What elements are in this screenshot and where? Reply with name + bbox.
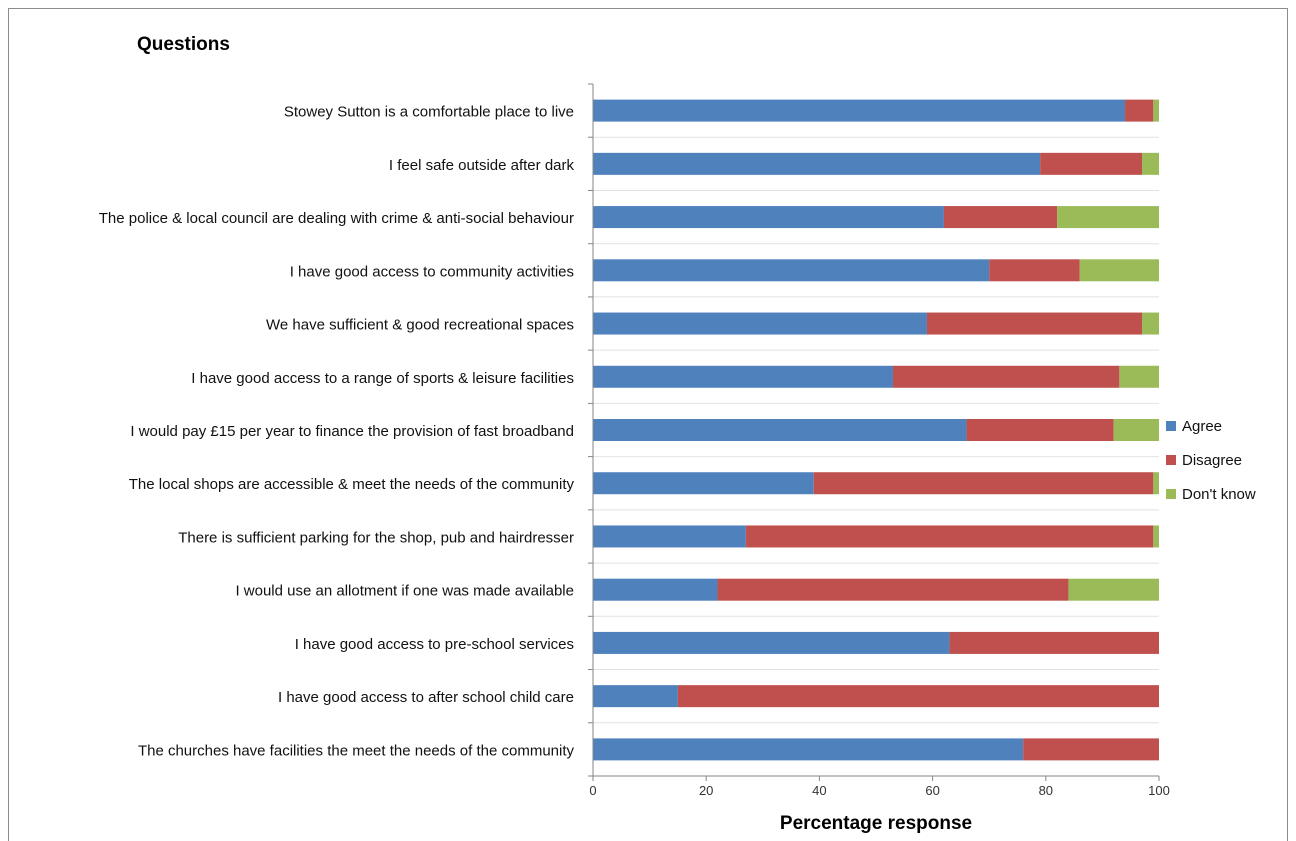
- bar-agree: [593, 631, 950, 654]
- x-tick-label: 60: [925, 783, 939, 798]
- bar-agree: [593, 419, 967, 441]
- x-tick-label: 40: [812, 783, 826, 798]
- legend-label: Disagree: [1182, 451, 1243, 469]
- legend-label: Don't know: [1182, 485, 1256, 503]
- bar-agree: [593, 472, 814, 495]
- bar-don-t-know: [1153, 472, 1159, 495]
- category-label: The churches have facilities the meet th…: [138, 742, 575, 759]
- bar-agree: [593, 365, 893, 388]
- bar-don-t-know: [1153, 525, 1159, 548]
- bar-disagree: [1040, 152, 1143, 175]
- category-label: I feel safe outside after dark: [389, 157, 575, 174]
- bar-don-t-know: [1079, 259, 1159, 282]
- legend-item: Agree: [1166, 409, 1256, 443]
- bar-disagree: [989, 259, 1080, 282]
- bar-agree: [593, 685, 678, 708]
- bar-don-t-know: [1142, 312, 1159, 335]
- bar-disagree: [1023, 738, 1159, 761]
- category-label: I would pay £15 per year to finance the …: [130, 423, 574, 440]
- bar-disagree: [745, 525, 1154, 548]
- legend-item: Don't know: [1166, 477, 1256, 511]
- bar-disagree: [1125, 99, 1154, 122]
- category-label: I would use an allotment if one was made…: [235, 583, 574, 600]
- bar-agree: [593, 99, 1126, 122]
- x-axis-title: Percentage response: [780, 813, 972, 834]
- category-label: I have good access to pre-school service…: [295, 636, 574, 653]
- bar-agree: [593, 738, 1024, 761]
- category-label: We have sufficient & good recreational s…: [266, 317, 574, 334]
- bar-disagree: [949, 631, 1159, 654]
- category-label: There is sufficient parking for the shop…: [178, 529, 574, 546]
- bar-don-t-know: [1113, 419, 1159, 441]
- chart-title: Questions: [137, 34, 230, 55]
- bar-disagree: [926, 312, 1143, 335]
- bar-agree: [593, 206, 944, 229]
- category-label: The local shops are accessible & meet th…: [129, 476, 575, 493]
- legend-label: Agree: [1182, 417, 1223, 435]
- bar-disagree: [813, 472, 1154, 495]
- bar-agree: [593, 259, 990, 282]
- bar-disagree: [943, 206, 1058, 229]
- category-label: I have good access to community activiti…: [290, 263, 574, 280]
- bar-agree: [593, 152, 1041, 175]
- x-tick-label: 20: [699, 783, 713, 798]
- bar-disagree: [717, 578, 1069, 601]
- bar-agree: [593, 578, 718, 601]
- x-tick-label: 80: [1039, 783, 1053, 798]
- x-tick-label: 100: [1148, 783, 1170, 798]
- bar-disagree: [892, 365, 1120, 388]
- x-tick-label: 0: [589, 783, 596, 798]
- legend-item: Disagree: [1166, 443, 1256, 477]
- legend-swatch: [1166, 421, 1176, 431]
- bar-don-t-know: [1153, 99, 1159, 122]
- bar-disagree: [677, 685, 1159, 708]
- category-label: Stowey Sutton is a comfortable place to …: [284, 104, 574, 121]
- category-label: I have good access to after school child…: [278, 689, 574, 706]
- legend-swatch: [1166, 455, 1176, 465]
- bar-agree: [593, 312, 927, 335]
- bar-don-t-know: [1119, 365, 1159, 388]
- bar-agree: [593, 525, 746, 548]
- bar-don-t-know: [1068, 578, 1159, 601]
- legend-swatch: [1166, 489, 1176, 499]
- category-label: I have good access to a range of sports …: [191, 370, 574, 387]
- category-label: The police & local council are dealing w…: [99, 210, 574, 227]
- bar-don-t-know: [1142, 152, 1159, 175]
- bar-disagree: [966, 419, 1114, 441]
- chart-legend: Agree Disagree Don't know: [1166, 409, 1256, 511]
- bar-don-t-know: [1057, 206, 1159, 229]
